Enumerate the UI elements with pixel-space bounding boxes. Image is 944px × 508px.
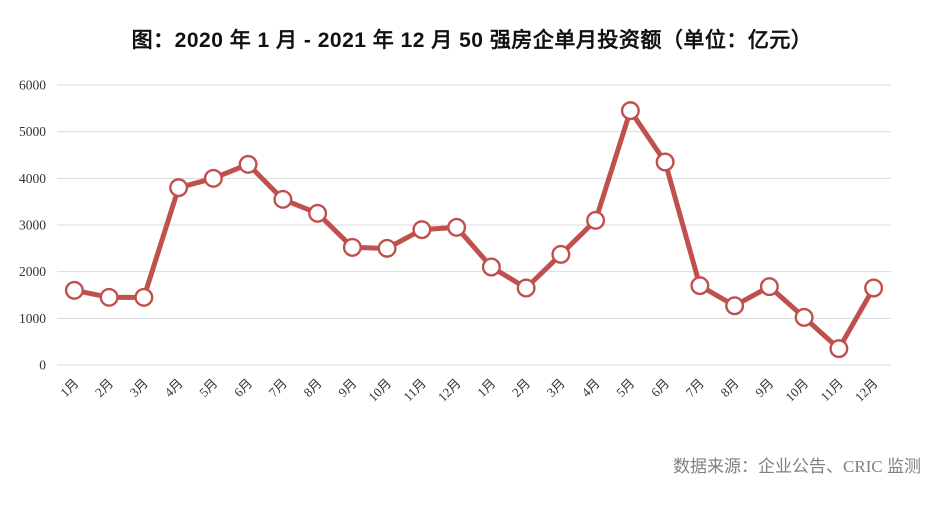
- data-point-marker: [273, 189, 293, 209]
- data-point-marker: [134, 287, 154, 307]
- data-point-marker: [481, 257, 501, 277]
- data-point-marker: [99, 287, 119, 307]
- data-point-marker: [655, 152, 675, 172]
- data-point-marker: [551, 244, 571, 264]
- data-point-marker: [620, 101, 640, 121]
- data-point-marker: [759, 277, 779, 297]
- x-axis-tick-label: 10月: [365, 376, 394, 405]
- data-point-marker: [586, 210, 606, 230]
- x-axis-tick-label: 7月: [266, 376, 290, 400]
- data-point-marker: [516, 278, 536, 298]
- data-point-marker: [794, 307, 814, 327]
- x-axis-tick-label: 4月: [578, 376, 602, 400]
- x-axis-tick-label: 7月: [683, 376, 707, 400]
- y-axis-tick-label: 1000: [19, 311, 46, 326]
- data-point-marker: [64, 280, 84, 300]
- x-axis-tick-label: 12月: [435, 376, 464, 405]
- y-axis-tick-label: 2000: [19, 264, 46, 279]
- x-axis-tick-label: 11月: [400, 376, 429, 405]
- y-axis-tick-label: 4000: [19, 171, 46, 186]
- x-axis-tick-label: 6月: [648, 376, 672, 400]
- data-point-marker: [342, 237, 362, 257]
- data-point-marker: [169, 178, 189, 198]
- data-point-marker: [829, 339, 849, 359]
- data-point-marker: [377, 238, 397, 258]
- data-point-marker: [864, 278, 884, 298]
- data-series-line: [71, 108, 877, 352]
- x-axis-tick-label: 8月: [300, 376, 324, 400]
- x-axis-tick-label: 10月: [782, 376, 811, 405]
- x-axis-tick-label: 9月: [752, 376, 776, 400]
- y-axis-tick-label: 3000: [19, 218, 46, 233]
- x-axis-tick-label: 3月: [127, 376, 151, 400]
- data-point-marker: [725, 296, 745, 316]
- x-axis-tick-label: 1月: [474, 376, 498, 400]
- x-axis-tick-label: 2月: [92, 376, 116, 400]
- x-axis-tick-label: 5月: [613, 376, 637, 400]
- x-axis-tick-label: 9月: [335, 376, 359, 400]
- data-point-marker: [690, 276, 710, 296]
- data-point-marker: [447, 217, 467, 237]
- x-axis-tick-label: 5月: [196, 376, 220, 400]
- data-point-marker: [203, 168, 223, 188]
- data-point-marker: [308, 203, 328, 223]
- x-axis-tick-label: 12月: [852, 376, 881, 405]
- y-axis-tick-label: 0: [39, 358, 46, 373]
- chart-title: 图：2020 年 1 月 - 2021 年 12 月 50 强房企单月投资额（单…: [131, 29, 813, 52]
- y-axis-tick-label: 6000: [19, 78, 46, 93]
- data-source-note: 数据来源：企业公告、CRIC 监测: [673, 457, 921, 476]
- y-axis-tick-label: 5000: [19, 124, 46, 139]
- x-axis-tick-label: 4月: [161, 376, 185, 400]
- x-axis-tick-label: 2月: [509, 376, 533, 400]
- data-point-marker: [412, 220, 432, 240]
- x-axis-tick-label: 3月: [544, 376, 568, 400]
- x-axis-tick-label: 1月: [57, 376, 81, 400]
- x-axis-tick-label: 11月: [817, 376, 846, 405]
- x-axis-tick-label: 6月: [231, 376, 255, 400]
- x-axis-tick-label: 8月: [717, 376, 741, 400]
- data-point-marker: [238, 154, 258, 174]
